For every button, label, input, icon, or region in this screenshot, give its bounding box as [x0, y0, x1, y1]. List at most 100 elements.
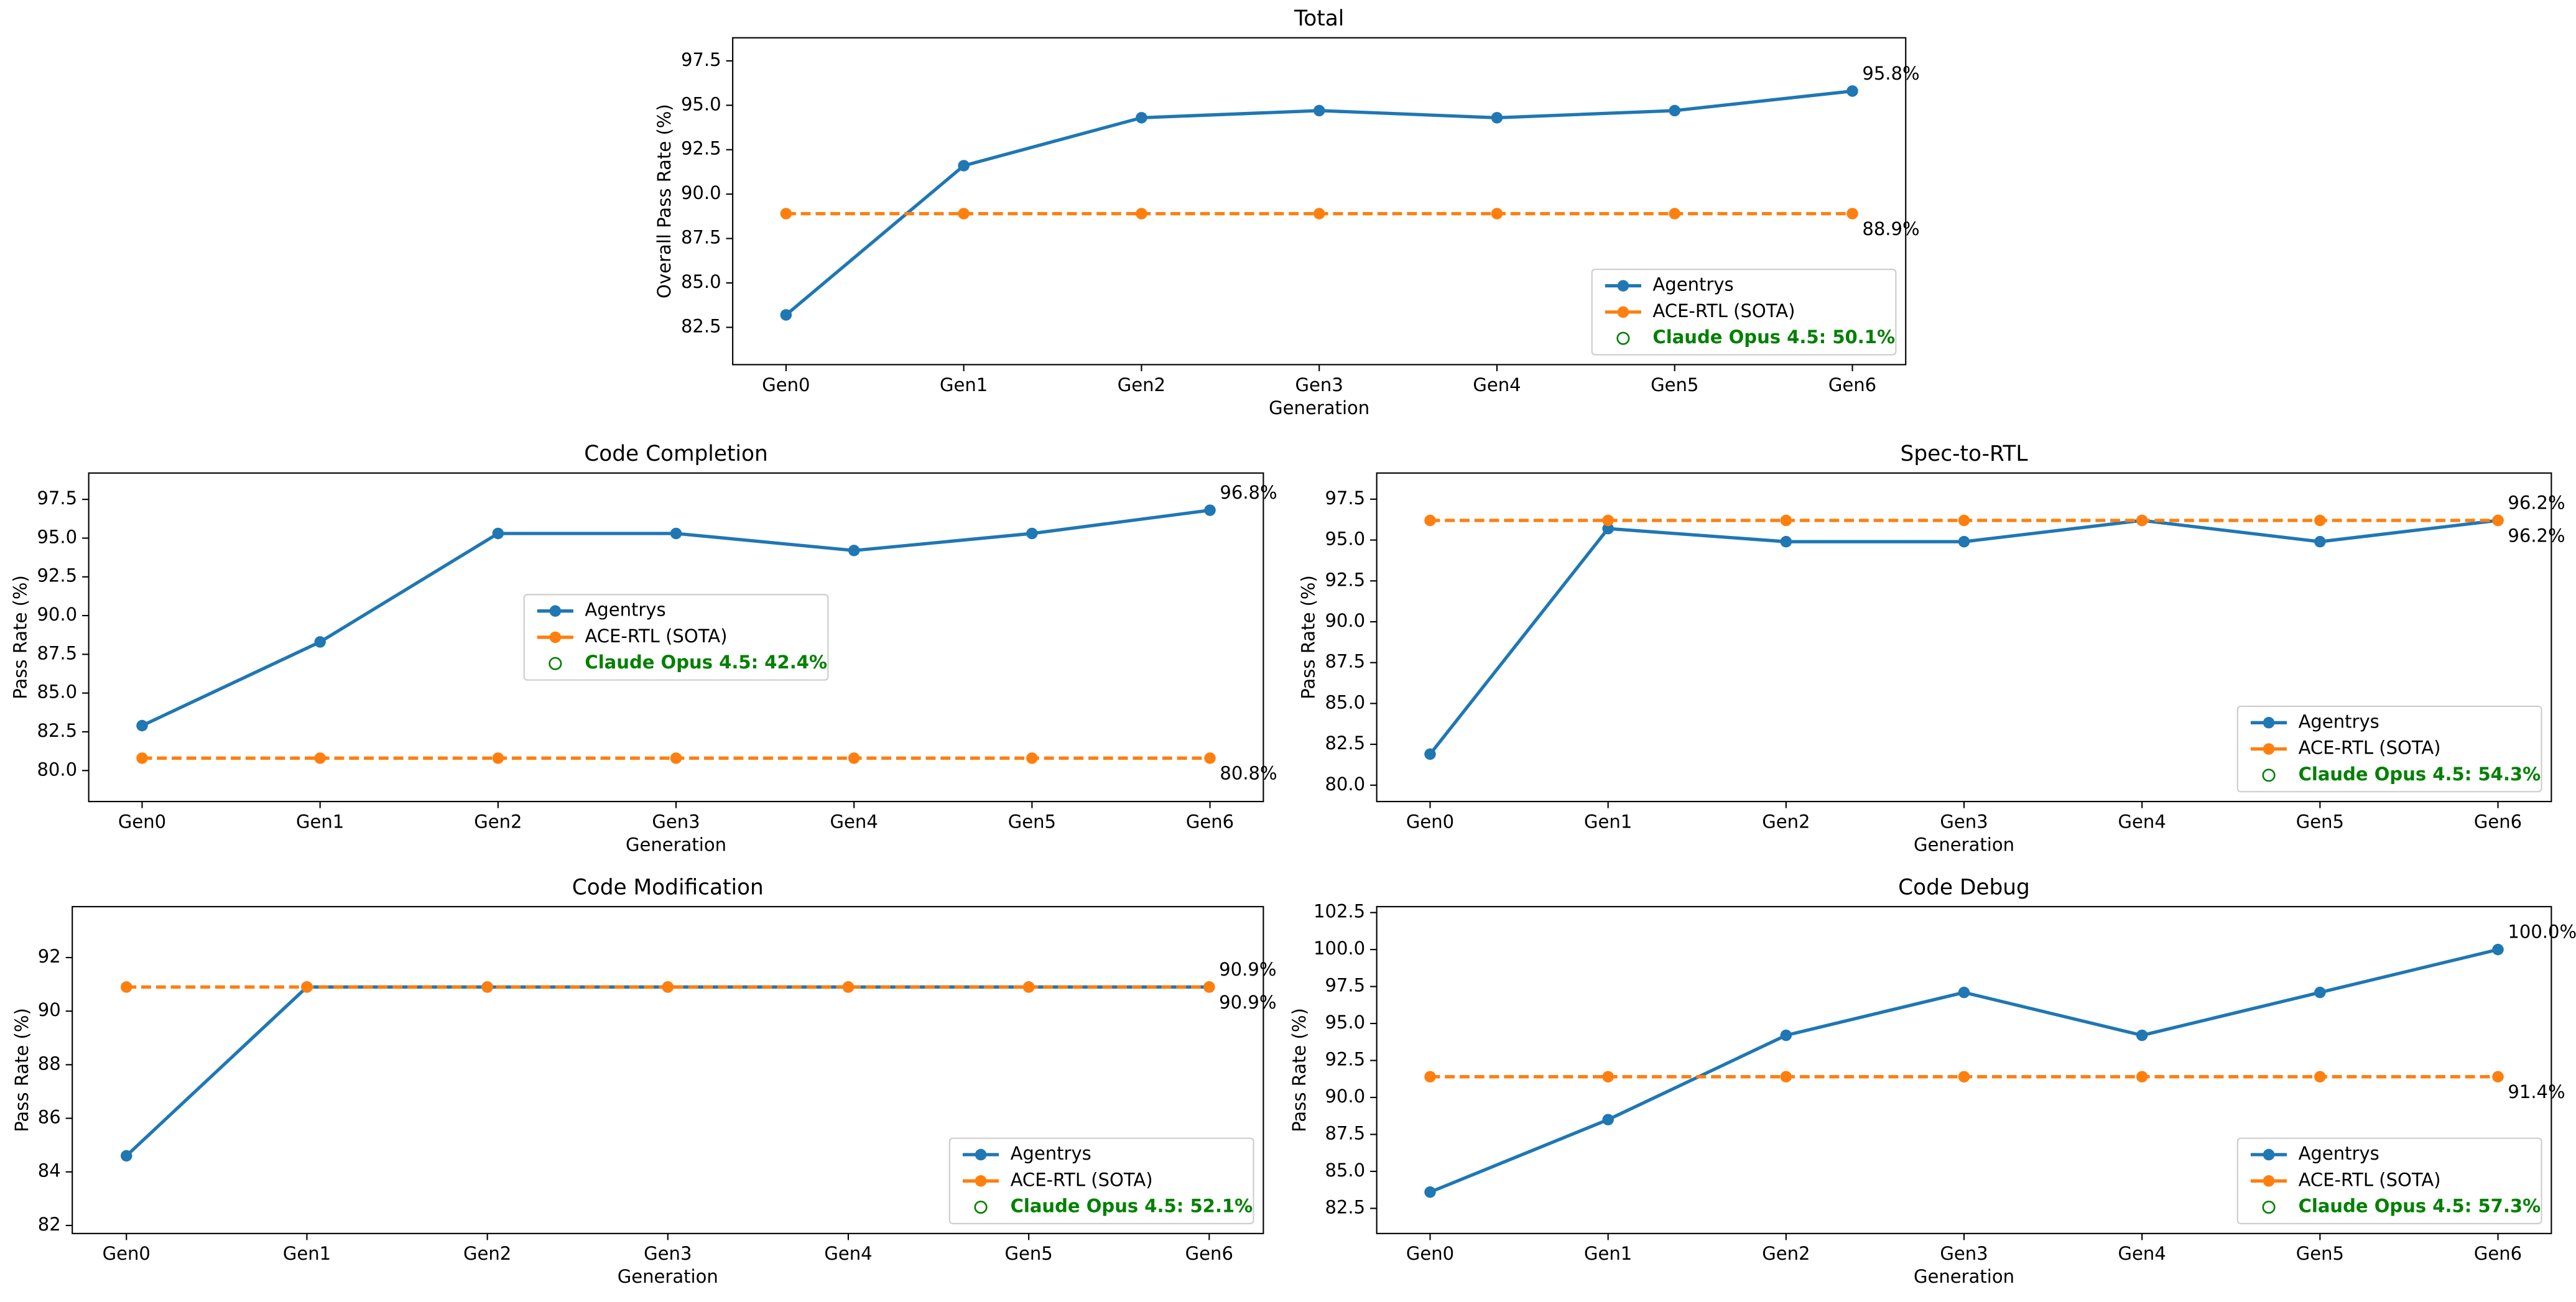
- y-tick-label: 90.0: [681, 182, 721, 203]
- y-tick-label: 97.5: [681, 49, 721, 70]
- value-label: 91.4%: [2508, 1081, 2565, 1102]
- x-tick-label: Gen3: [1295, 374, 1343, 395]
- x-axis-label: Generation: [618, 1266, 718, 1287]
- legend-label: ACE-RTL (SOTA): [1652, 300, 1795, 321]
- legend-marker: [2263, 743, 2275, 755]
- x-tick-label: Gen6: [1186, 811, 1234, 832]
- legend-label: ACE-RTL (SOTA): [2299, 1169, 2441, 1190]
- x-tick-label: Gen6: [1828, 374, 1876, 395]
- x-tick-label: Gen2: [1118, 374, 1165, 395]
- x-tick-label: Gen3: [1940, 1243, 1988, 1264]
- data-point: [780, 309, 792, 321]
- legend-label: Agentrys: [2299, 711, 2379, 732]
- value-label: 88.9%: [1862, 218, 1919, 239]
- data-point: [670, 752, 682, 764]
- y-axis-label: Pass Rate (%): [1297, 575, 1318, 699]
- y-tick-label: 97.5: [37, 487, 77, 509]
- subplot-title: Total: [1294, 6, 1344, 31]
- x-tick-label: Gen2: [463, 1243, 511, 1264]
- data-point: [1136, 208, 1147, 219]
- data-point: [1313, 104, 1325, 117]
- y-tick-label: 90.0: [37, 604, 77, 625]
- legend-marker: [975, 1175, 987, 1187]
- y-tick-label: 87.5: [1325, 1122, 1365, 1143]
- y-tick-label: 85.0: [1325, 1160, 1365, 1181]
- legend: Agentrys ACE-RTL (SOTA) Claude Opus 4.5: 5…: [2236, 1137, 2542, 1225]
- data-point: [848, 545, 860, 556]
- data-point: [1958, 535, 1970, 548]
- y-axis-label: Pass Rate (%): [1289, 1008, 1310, 1132]
- y-tick-label: 90.0: [1325, 1086, 1365, 1107]
- y-tick-label: 87.5: [37, 642, 77, 663]
- x-tick-label: Gen3: [1940, 811, 1988, 832]
- x-tick-label: Gen5: [2296, 811, 2344, 832]
- data-point: [1204, 504, 1216, 516]
- legend-box: [2236, 705, 2542, 793]
- data-point: [2136, 514, 2148, 527]
- legend-marker: [2263, 1148, 2275, 1161]
- legend-box: [948, 1137, 1254, 1225]
- data-point: [1780, 1071, 1792, 1083]
- x-tick-label: Gen3: [652, 811, 700, 832]
- y-tick-label: 100.0: [1313, 938, 1365, 959]
- subplot-title: Code Debug: [1898, 875, 2030, 900]
- data-point: [481, 981, 493, 993]
- y-tick-label: 97.5: [1325, 487, 1365, 509]
- x-tick-label: Gen2: [1762, 811, 1810, 832]
- subplot: Total 82.5 85.0 87.5 90.0 92.5 95.0 97.5 Overall…: [654, 6, 1920, 418]
- data-point: [314, 636, 326, 648]
- data-point: [121, 1150, 132, 1162]
- data-point: [1424, 1186, 1436, 1198]
- x-tick-label: Gen5: [1651, 374, 1698, 395]
- x-tick-label: Gen2: [474, 811, 522, 832]
- data-point: [1602, 514, 1614, 527]
- data-point: [2314, 535, 2326, 548]
- x-tick-label: Gen2: [1762, 1243, 1810, 1264]
- data-point: [1846, 208, 1858, 219]
- data-point: [1602, 1114, 1614, 1125]
- subplot-title: Spec-to-RTL: [1901, 441, 2028, 466]
- x-axis-label: Generation: [1914, 834, 2014, 855]
- y-tick-label: 87.5: [681, 227, 721, 248]
- x-tick-label: Gen6: [2474, 811, 2522, 832]
- x-tick-label: Gen6: [2474, 1243, 2522, 1264]
- x-axis-label: Generation: [1914, 1266, 2014, 1287]
- x-tick-label: Gen0: [1406, 811, 1454, 832]
- y-tick-label: 90.0: [1325, 610, 1365, 631]
- x-tick-label: Gen0: [103, 1243, 151, 1264]
- x-tick-label: Gen1: [940, 374, 988, 395]
- value-label: 96.2%: [2508, 525, 2565, 546]
- data-point: [1313, 208, 1325, 219]
- data-point: [1780, 514, 1792, 527]
- y-tick-label: 95.0: [37, 526, 77, 547]
- y-tick-label: 102.5: [1313, 901, 1365, 922]
- legend-marker: [975, 1148, 987, 1161]
- y-tick-label: 85.0: [37, 681, 77, 703]
- legend-marker: [2263, 1175, 2275, 1187]
- value-label: 80.8%: [1220, 763, 1277, 784]
- data-point: [1669, 208, 1680, 219]
- data-point: [1136, 112, 1147, 124]
- data-point: [958, 160, 970, 172]
- data-point: [492, 752, 504, 764]
- x-tick-label: Gen0: [1406, 1243, 1454, 1264]
- legend-box: [1591, 269, 1897, 356]
- x-tick-label: Gen5: [2296, 1243, 2344, 1264]
- legend-label: Claude Opus 4.5: 42.4%: [585, 652, 827, 673]
- series-line: [125, 985, 1210, 1157]
- y-tick-label: 82: [38, 1214, 61, 1235]
- subplot: Code Completion 80.0 82.5 85.0 87.5 90.0 92.5 9…: [9, 441, 1277, 855]
- x-tick-label: Gen0: [762, 374, 810, 395]
- y-axis-label: Pass Rate (%): [9, 575, 30, 699]
- data-point: [1846, 85, 1858, 97]
- legend: Agentrys ACE-RTL (SOTA) Claude Opus 4.5: 5…: [2236, 705, 2542, 793]
- y-tick-label: 82.5: [681, 315, 721, 336]
- legend: Agentrys ACE-RTL (SOTA) Claude Opus 4.5: 5…: [1591, 269, 1897, 356]
- subplot: Code Debug 82.5 85.0 87.5 90.0 92.5 95.0 97.5 10…: [1289, 875, 2576, 1288]
- legend-marker: [2263, 717, 2275, 729]
- x-tick-label: Gen5: [1008, 811, 1056, 832]
- value-label: 90.9%: [1219, 959, 1276, 980]
- y-tick-label: 82.5: [37, 720, 77, 741]
